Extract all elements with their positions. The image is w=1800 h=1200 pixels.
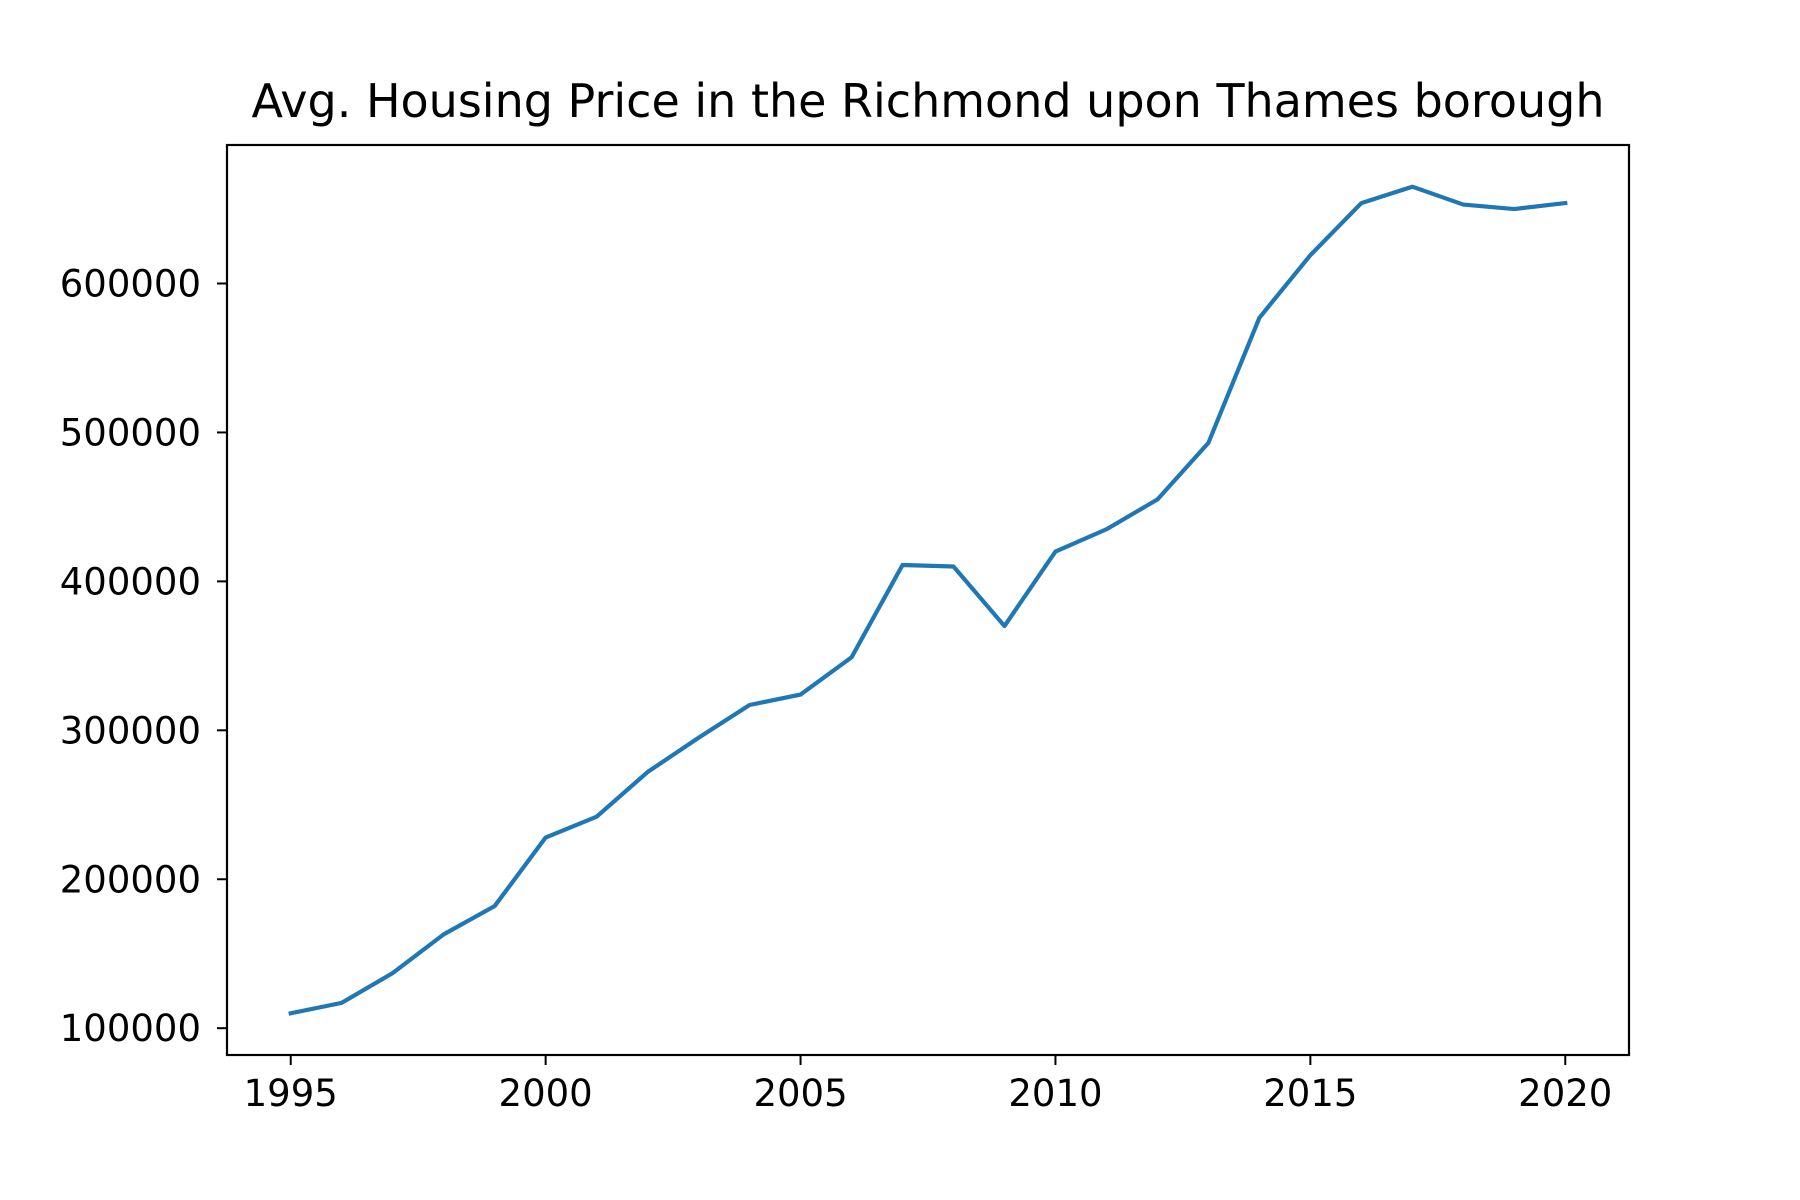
y-tick-label: 200000 [60, 858, 201, 901]
y-tick-label: 600000 [60, 263, 201, 306]
x-tick-label: 1995 [244, 1072, 338, 1115]
x-tick-label: 2005 [753, 1072, 847, 1115]
x-tick-label: 2020 [1518, 1072, 1612, 1115]
x-tick-label: 2000 [499, 1072, 593, 1115]
x-tick-label: 2010 [1008, 1072, 1102, 1115]
y-tick-label: 500000 [60, 411, 201, 454]
x-axis: 1995 2000 2005 2010 2015 2020 [244, 1055, 1612, 1115]
y-tick-label: 100000 [60, 1007, 201, 1050]
chart-title: Avg. Housing Price in the Richmond upon … [252, 74, 1605, 128]
plot-series [288, 184, 1568, 1016]
series-line [288, 184, 1568, 1016]
y-axis: 100000 200000 300000 400000 500000 600000 [60, 263, 227, 1050]
x-tick-label: 2015 [1263, 1072, 1357, 1115]
y-tick-label: 300000 [60, 709, 201, 752]
axes-frame [225, 143, 1631, 1057]
y-tick-label: 400000 [60, 560, 201, 603]
